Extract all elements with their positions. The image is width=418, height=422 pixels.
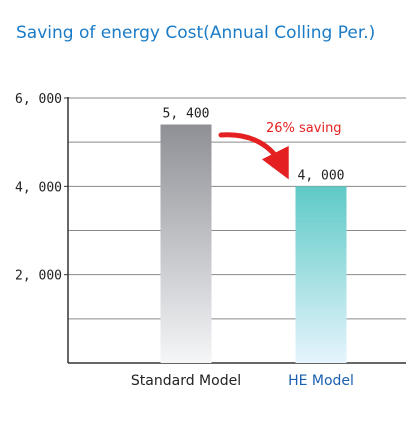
- x-category-label: HE Model: [288, 373, 354, 389]
- data-label: 5, 400: [163, 107, 210, 122]
- y-tick-label: 6, 000: [15, 92, 62, 107]
- data-label: 4, 000: [298, 168, 345, 183]
- saving-arrow: [218, 132, 289, 180]
- y-tick-label: 4, 000: [15, 180, 62, 195]
- bar-standard-model: [160, 124, 212, 363]
- chart-title: Saving of energy Cost(Annual Colling Per…: [16, 23, 376, 43]
- bar-he-model: [295, 186, 347, 363]
- saving-annotation: 26% saving: [266, 121, 342, 136]
- x-category-label: Standard Model: [131, 373, 241, 389]
- y-tick-label: 2, 000: [15, 269, 62, 284]
